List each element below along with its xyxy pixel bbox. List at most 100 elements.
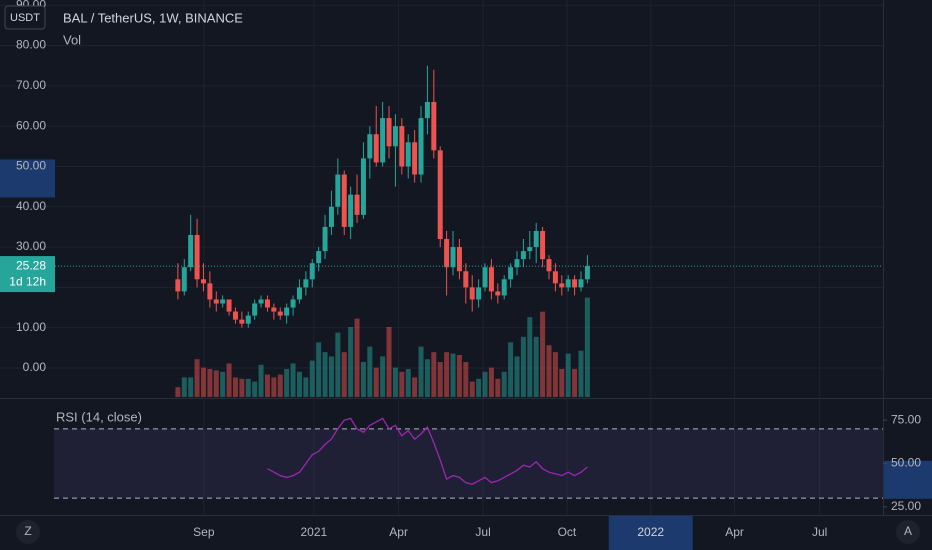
candle-body <box>232 311 238 320</box>
volume-bar <box>488 367 494 397</box>
candle-body <box>290 299 296 308</box>
candle-body <box>200 279 206 284</box>
volume-bar <box>533 336 539 397</box>
volume-bar <box>341 352 347 397</box>
candle-body <box>584 266 590 280</box>
candle-body <box>476 287 482 300</box>
zoom-button[interactable] <box>16 520 40 544</box>
candle-body <box>348 194 354 227</box>
volume-bar <box>495 378 501 397</box>
volume-bar <box>578 350 584 397</box>
volume-bar <box>412 377 418 397</box>
candle-body <box>373 134 379 163</box>
candle-body <box>552 271 558 284</box>
candle-body <box>213 299 219 304</box>
volume-bar <box>431 352 437 397</box>
rsi-tick-label: 75.00 <box>891 412 921 426</box>
candle-body <box>508 267 514 280</box>
volume-bar <box>469 381 475 397</box>
y-tick-label: 10.00 <box>16 320 46 334</box>
zoom-label: Z <box>24 524 31 538</box>
volume-bar <box>309 360 315 397</box>
candle-body <box>335 174 341 207</box>
volume-bar <box>226 363 232 397</box>
volume-bar <box>552 352 558 397</box>
volume-bar <box>335 332 341 397</box>
auto-scale-button[interactable] <box>896 520 920 544</box>
candle-body <box>322 226 328 252</box>
volume-bar <box>456 355 462 397</box>
candle-body <box>431 101 437 151</box>
candle-body <box>175 279 181 292</box>
candle-body <box>252 303 258 316</box>
y-tick-label: 0.00 <box>23 360 47 374</box>
volume-bar <box>584 297 590 397</box>
volume-bar <box>296 371 302 397</box>
candle-body <box>424 101 430 119</box>
candle-body <box>207 283 213 300</box>
candle-body <box>277 311 283 316</box>
candle-body <box>354 194 360 215</box>
volume-bar <box>322 352 328 397</box>
volume-bar <box>271 377 277 397</box>
y-tick-label: 40.00 <box>16 199 46 213</box>
volume-bar <box>373 367 379 397</box>
x-tick-label: Sep <box>193 525 215 539</box>
rsi-line <box>267 417 588 485</box>
candle-body <box>444 239 450 268</box>
x-tick-label: Jul <box>812 525 827 539</box>
countdown-label: 1d 12h <box>9 274 46 288</box>
last-price-label: 25.28 <box>16 258 46 272</box>
volume-bar <box>540 311 546 397</box>
candle-body <box>316 251 322 264</box>
candle-body <box>258 299 264 304</box>
candle-body <box>565 279 571 288</box>
candle-body <box>469 287 475 300</box>
hover-highlight <box>0 159 55 198</box>
volume-bar <box>367 346 373 397</box>
volume-bar <box>252 381 258 397</box>
candle-body <box>284 307 290 316</box>
currency-label: USDT <box>10 12 40 24</box>
volume-bar <box>405 369 411 397</box>
auto-scale-label: A <box>904 524 912 538</box>
candle-body <box>360 158 366 215</box>
volume-bar <box>360 362 366 397</box>
volume-bar <box>392 367 398 397</box>
volume-bar <box>572 369 578 397</box>
symbol-title: BAL / TetherUS, 1W, BINANCE <box>63 10 243 25</box>
volume-bar <box>476 378 482 397</box>
currency-button[interactable] <box>4 5 46 30</box>
candle-body <box>527 247 533 252</box>
candle-body <box>488 267 494 292</box>
volume-bar <box>463 362 469 397</box>
volume-bar <box>303 377 309 397</box>
candle-body <box>386 118 392 147</box>
volume-bar <box>559 369 565 397</box>
rsi-band <box>54 428 883 499</box>
candle-body <box>514 259 520 268</box>
x-tick-label: 2021 <box>300 525 327 539</box>
candle-body <box>405 142 411 167</box>
candle-body <box>380 118 386 163</box>
x-tick-label: 2022 <box>637 525 664 539</box>
volume-bar <box>527 317 533 397</box>
volume-bar <box>284 369 290 397</box>
candle-body <box>559 283 565 288</box>
volume-label: Vol <box>63 32 81 47</box>
candle-body <box>392 126 398 147</box>
hover-highlight <box>608 516 693 550</box>
volume-bar <box>444 352 450 397</box>
candle-body <box>572 279 578 288</box>
volume-bar <box>264 374 270 397</box>
volume-bar <box>546 345 552 397</box>
volume-bar <box>290 363 296 397</box>
volume-bar <box>450 353 456 397</box>
y-tick-label: 60.00 <box>16 118 46 132</box>
last-price-box <box>0 256 55 293</box>
candle-body <box>456 247 462 272</box>
candle-body <box>239 319 245 324</box>
